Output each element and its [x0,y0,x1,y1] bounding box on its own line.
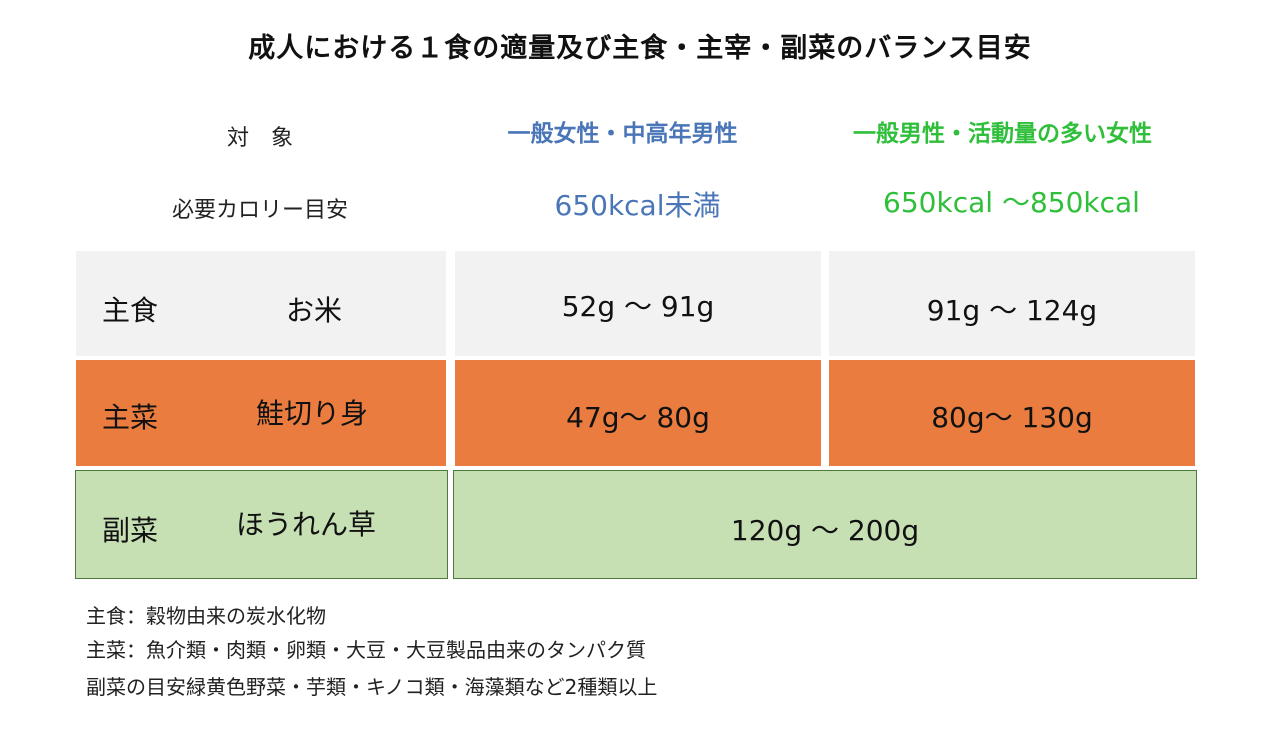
page-title: 成人における１食の適量及び主食・主宰・副菜のバランス目安 [248,33,1032,64]
value-staple-male: 91g 〜 124g [926,294,1098,327]
value-main-female: 47g〜 80g [566,401,710,434]
row-side-combined-cell: 120g 〜 200g [453,470,1197,579]
row-main-label-cell: 主菜 鮭切り身 [76,360,446,466]
group-male-header: 一般男性・活動量の多い女性 [853,121,1152,147]
value-side-combined: 120g 〜 200g [730,514,920,547]
row-main-female-cell: 47g〜 80g [455,360,821,466]
target-label: 対 象 [226,126,293,151]
note-staple: 主食：穀物由来の炭水化物 [86,604,326,628]
value-main-male: 80g〜 130g [931,401,1093,434]
food-staple: お米 [286,294,343,327]
row-staple-label-cell: 主食 お米 [76,251,446,356]
group-female-header: 一般女性・中高年男性 [507,121,738,147]
food-main: 鮭切り身 [256,397,369,430]
value-staple-female: 52g 〜 91g [561,290,715,323]
row-staple-male-cell: 91g 〜 124g [829,251,1195,356]
calorie-female: 650kcal未満 [554,189,721,222]
row-staple-female-cell: 52g 〜 91g [455,251,821,356]
row-side-label-cell: 副菜 ほうれん草 [75,470,448,579]
category-side: 副菜 [102,514,159,547]
food-side: ほうれん草 [236,508,377,541]
row-main-male-cell: 80g〜 130g [829,360,1195,466]
note-side: 副菜の目安緑黄色野菜・芋類・キノコ類・海藻類など2種類以上 [86,675,658,699]
calorie-label: 必要カロリー目安 [171,198,348,223]
calorie-male: 650kcal 〜850kcal [883,186,1140,219]
category-staple: 主食 [102,294,159,327]
category-main: 主菜 [102,401,159,434]
note-main: 主菜：魚介類・肉類・卵類・大豆・大豆製品由来のタンパク質 [86,638,646,662]
